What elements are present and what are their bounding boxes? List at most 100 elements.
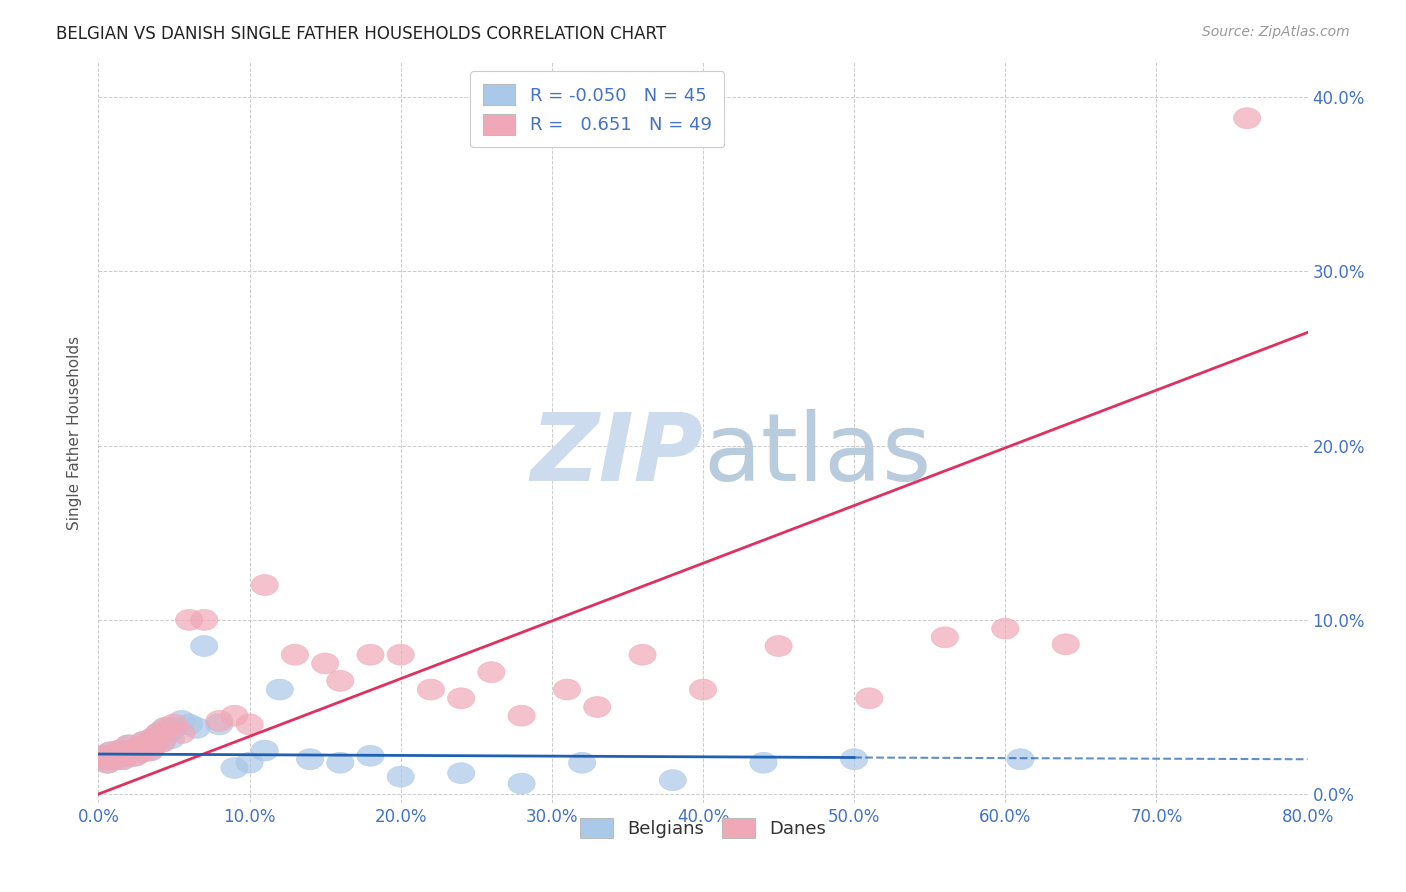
Ellipse shape [931, 627, 959, 648]
Ellipse shape [326, 752, 354, 773]
Ellipse shape [312, 653, 339, 673]
Ellipse shape [554, 679, 581, 700]
Ellipse shape [155, 723, 181, 744]
Ellipse shape [191, 636, 218, 657]
Ellipse shape [136, 740, 163, 761]
Ellipse shape [136, 740, 163, 761]
Ellipse shape [176, 609, 202, 631]
Ellipse shape [127, 742, 155, 763]
Ellipse shape [221, 706, 247, 726]
Ellipse shape [105, 740, 134, 761]
Text: BELGIAN VS DANISH SINGLE FATHER HOUSEHOLDS CORRELATION CHART: BELGIAN VS DANISH SINGLE FATHER HOUSEHOL… [56, 25, 666, 43]
Ellipse shape [100, 748, 127, 770]
Ellipse shape [252, 574, 278, 596]
Text: atlas: atlas [703, 409, 931, 500]
Ellipse shape [659, 770, 686, 790]
Ellipse shape [266, 679, 294, 700]
Text: Source: ZipAtlas.com: Source: ZipAtlas.com [1202, 25, 1350, 39]
Ellipse shape [112, 746, 139, 766]
Ellipse shape [127, 742, 155, 763]
Ellipse shape [87, 748, 115, 770]
Ellipse shape [183, 717, 211, 739]
Ellipse shape [357, 746, 384, 766]
Ellipse shape [568, 752, 596, 773]
Ellipse shape [131, 731, 157, 752]
Ellipse shape [167, 710, 195, 731]
Ellipse shape [236, 714, 263, 735]
Ellipse shape [583, 697, 610, 717]
Ellipse shape [387, 644, 415, 665]
Ellipse shape [856, 688, 883, 709]
Ellipse shape [91, 746, 118, 766]
Ellipse shape [297, 748, 323, 770]
Ellipse shape [1233, 108, 1261, 128]
Ellipse shape [205, 714, 233, 735]
Ellipse shape [281, 644, 308, 665]
Ellipse shape [110, 748, 136, 770]
Ellipse shape [841, 748, 868, 770]
Ellipse shape [765, 636, 792, 657]
Ellipse shape [153, 717, 180, 739]
Ellipse shape [145, 723, 173, 744]
Ellipse shape [236, 752, 263, 773]
Ellipse shape [121, 746, 148, 766]
Ellipse shape [103, 746, 131, 766]
Ellipse shape [447, 763, 475, 784]
Ellipse shape [94, 752, 121, 773]
Ellipse shape [91, 746, 118, 766]
Ellipse shape [478, 662, 505, 682]
Ellipse shape [124, 739, 152, 759]
Ellipse shape [121, 746, 148, 766]
Ellipse shape [139, 728, 166, 748]
Ellipse shape [628, 644, 657, 665]
Ellipse shape [118, 740, 145, 761]
Ellipse shape [145, 723, 173, 744]
Ellipse shape [142, 731, 170, 752]
Ellipse shape [191, 609, 218, 631]
Ellipse shape [357, 644, 384, 665]
Ellipse shape [97, 742, 124, 763]
Ellipse shape [689, 679, 717, 700]
Ellipse shape [326, 671, 354, 691]
Ellipse shape [991, 618, 1019, 639]
Ellipse shape [508, 773, 536, 794]
Ellipse shape [447, 688, 475, 709]
Ellipse shape [118, 740, 145, 761]
Ellipse shape [124, 739, 152, 759]
Ellipse shape [115, 735, 142, 756]
Ellipse shape [160, 717, 187, 739]
Ellipse shape [221, 757, 247, 779]
Ellipse shape [112, 746, 139, 766]
Ellipse shape [139, 728, 166, 748]
Ellipse shape [418, 679, 444, 700]
Ellipse shape [134, 735, 160, 756]
Ellipse shape [205, 710, 233, 731]
Ellipse shape [252, 740, 278, 761]
Ellipse shape [134, 735, 160, 756]
Ellipse shape [167, 723, 195, 744]
Legend: Belgians, Danes: Belgians, Danes [572, 810, 834, 846]
Ellipse shape [1007, 748, 1033, 770]
Ellipse shape [94, 752, 121, 773]
Ellipse shape [148, 731, 176, 752]
Ellipse shape [152, 717, 179, 739]
Ellipse shape [508, 706, 536, 726]
Ellipse shape [749, 752, 778, 773]
Ellipse shape [148, 731, 176, 752]
Ellipse shape [97, 742, 124, 763]
Ellipse shape [110, 748, 136, 770]
Ellipse shape [131, 731, 157, 752]
Ellipse shape [157, 728, 184, 748]
Text: ZIP: ZIP [530, 409, 703, 500]
Ellipse shape [87, 748, 115, 770]
Ellipse shape [103, 746, 131, 766]
Ellipse shape [105, 740, 134, 761]
Ellipse shape [100, 748, 127, 770]
Ellipse shape [176, 714, 202, 735]
Ellipse shape [160, 714, 187, 735]
Ellipse shape [1052, 634, 1080, 655]
Ellipse shape [142, 731, 170, 752]
Ellipse shape [115, 735, 142, 756]
Ellipse shape [387, 766, 415, 787]
Y-axis label: Single Father Households: Single Father Households [67, 335, 83, 530]
